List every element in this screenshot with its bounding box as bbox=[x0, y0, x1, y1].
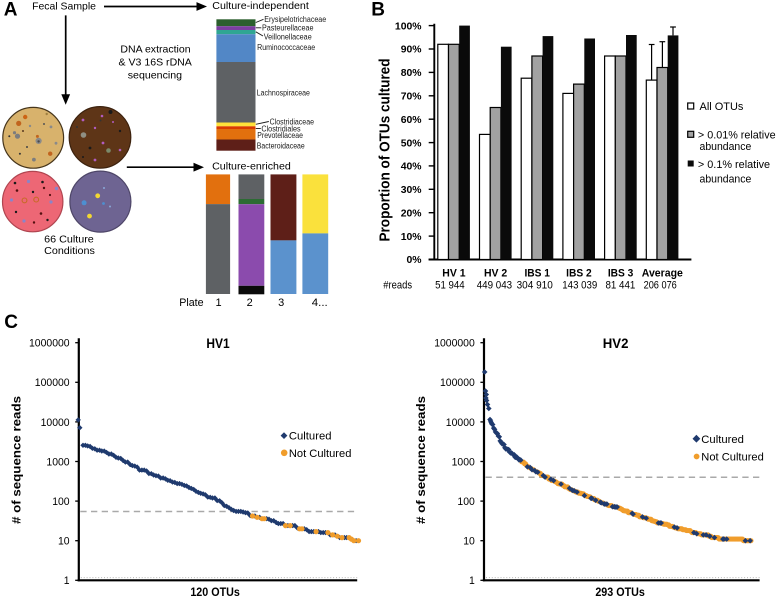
svg-text:304 910: 304 910 bbox=[517, 280, 553, 292]
svg-text:1: 1 bbox=[215, 297, 221, 309]
svg-text:1000: 1000 bbox=[46, 456, 69, 468]
svg-text:10: 10 bbox=[58, 536, 70, 548]
svg-text:120 OTUs: 120 OTUs bbox=[190, 587, 240, 599]
svg-text:81 441: 81 441 bbox=[605, 280, 635, 292]
svg-text:C: C bbox=[4, 312, 18, 333]
svg-text:Cultured: Cultured bbox=[701, 434, 744, 446]
svg-text:Culture-independent: Culture-independent bbox=[212, 0, 309, 12]
svg-text:100: 100 bbox=[457, 496, 474, 508]
svg-text:10%: 10% bbox=[401, 232, 422, 243]
svg-text:Cultured: Cultured bbox=[289, 431, 332, 443]
svg-text:100: 100 bbox=[52, 496, 69, 508]
svg-text:1: 1 bbox=[64, 575, 70, 587]
svg-text:HV 1: HV 1 bbox=[442, 267, 465, 279]
svg-text:2: 2 bbox=[247, 297, 253, 309]
svg-text:A: A bbox=[4, 0, 18, 20]
svg-text:90%: 90% bbox=[401, 45, 422, 56]
svg-text:51 944: 51 944 bbox=[435, 280, 465, 292]
svg-text:50%: 50% bbox=[401, 138, 422, 149]
svg-text:All OTUs: All OTUs bbox=[700, 101, 744, 113]
svg-text:Plate: Plate bbox=[179, 297, 203, 309]
svg-text:100%: 100% bbox=[395, 21, 422, 32]
svg-text:Erysipelotrichaceae: Erysipelotrichaceae bbox=[264, 15, 326, 24]
svg-text:Veillonellaceae: Veillonellaceae bbox=[264, 32, 312, 41]
svg-text:293 OTUs: 293 OTUs bbox=[595, 587, 645, 599]
svg-text:Not Cultured: Not Cultured bbox=[701, 452, 764, 464]
svg-text:> 0.1% relative: > 0.1% relative bbox=[698, 159, 770, 171]
svg-text:HV 2: HV 2 bbox=[484, 267, 507, 279]
svg-text:Clostridiaceae: Clostridiaceae bbox=[270, 117, 315, 126]
svg-text:1000000: 1000000 bbox=[29, 338, 70, 350]
svg-text:80%: 80% bbox=[401, 68, 422, 79]
svg-text:HV1: HV1 bbox=[206, 335, 229, 351]
svg-text:Conditions: Conditions bbox=[44, 245, 95, 257]
svg-text:0%: 0% bbox=[406, 255, 421, 266]
svg-text:3: 3 bbox=[278, 297, 284, 309]
svg-text:4...: 4... bbox=[312, 297, 328, 309]
svg-text:1000000: 1000000 bbox=[434, 338, 475, 350]
svg-text:IBS 2: IBS 2 bbox=[566, 267, 592, 279]
svg-text:IBS 3: IBS 3 bbox=[608, 267, 634, 279]
svg-text:Culture-enriched: Culture-enriched bbox=[212, 161, 291, 173]
svg-text:sequencing: sequencing bbox=[128, 70, 182, 82]
svg-text:Prevotellaceae: Prevotellaceae bbox=[257, 131, 303, 140]
svg-text:# of sequence reads: # of sequence reads bbox=[414, 396, 428, 524]
svg-text:#reads: #reads bbox=[383, 280, 412, 292]
svg-text:10000: 10000 bbox=[41, 417, 70, 429]
svg-text:Pasteurellaceae: Pasteurellaceae bbox=[262, 24, 314, 33]
svg-text:449 043: 449 043 bbox=[477, 280, 512, 292]
svg-text:1000: 1000 bbox=[452, 456, 475, 468]
svg-text:206 076: 206 076 bbox=[644, 280, 677, 292]
svg-text:Clostridiales: Clostridiales bbox=[261, 124, 300, 133]
svg-text:> 0.01% relative: > 0.01% relative bbox=[698, 130, 776, 142]
svg-text:Average: Average bbox=[642, 267, 683, 279]
svg-text:70%: 70% bbox=[401, 92, 422, 103]
svg-text:20%: 20% bbox=[401, 209, 422, 220]
svg-text:Bacteroidaceae: Bacteroidaceae bbox=[257, 142, 305, 151]
svg-text:Not Cultured: Not Cultured bbox=[289, 448, 352, 460]
svg-text:abundance: abundance bbox=[700, 174, 752, 186]
svg-text:40%: 40% bbox=[401, 162, 422, 173]
svg-text:DNA extraction: DNA extraction bbox=[120, 44, 190, 56]
svg-text:B: B bbox=[371, 0, 385, 20]
svg-text:& V3 16S rDNA: & V3 16S rDNA bbox=[119, 57, 192, 69]
svg-text:66 Culture: 66 Culture bbox=[44, 234, 94, 246]
svg-text:30%: 30% bbox=[401, 185, 422, 196]
svg-text:Proportion of OTUs cultured: Proportion of OTUs cultured bbox=[378, 58, 394, 241]
svg-text:Fecal Sample: Fecal Sample bbox=[32, 0, 96, 12]
svg-text:100000: 100000 bbox=[440, 377, 475, 389]
svg-text:100000: 100000 bbox=[35, 377, 70, 389]
svg-text:abundance: abundance bbox=[700, 141, 752, 153]
svg-text:10: 10 bbox=[463, 536, 475, 548]
svg-text:Lachnospiraceae: Lachnospiraceae bbox=[257, 89, 311, 98]
svg-text:IBS 1: IBS 1 bbox=[524, 267, 550, 279]
svg-text:10000: 10000 bbox=[446, 417, 475, 429]
svg-text:# of sequence reads: # of sequence reads bbox=[9, 396, 23, 524]
svg-text:60%: 60% bbox=[401, 115, 422, 126]
svg-text:1: 1 bbox=[469, 575, 475, 587]
svg-text:Ruminococcaceae: Ruminococcaceae bbox=[257, 43, 316, 52]
svg-text:HV2: HV2 bbox=[603, 335, 629, 351]
svg-text:143 039: 143 039 bbox=[562, 280, 597, 292]
